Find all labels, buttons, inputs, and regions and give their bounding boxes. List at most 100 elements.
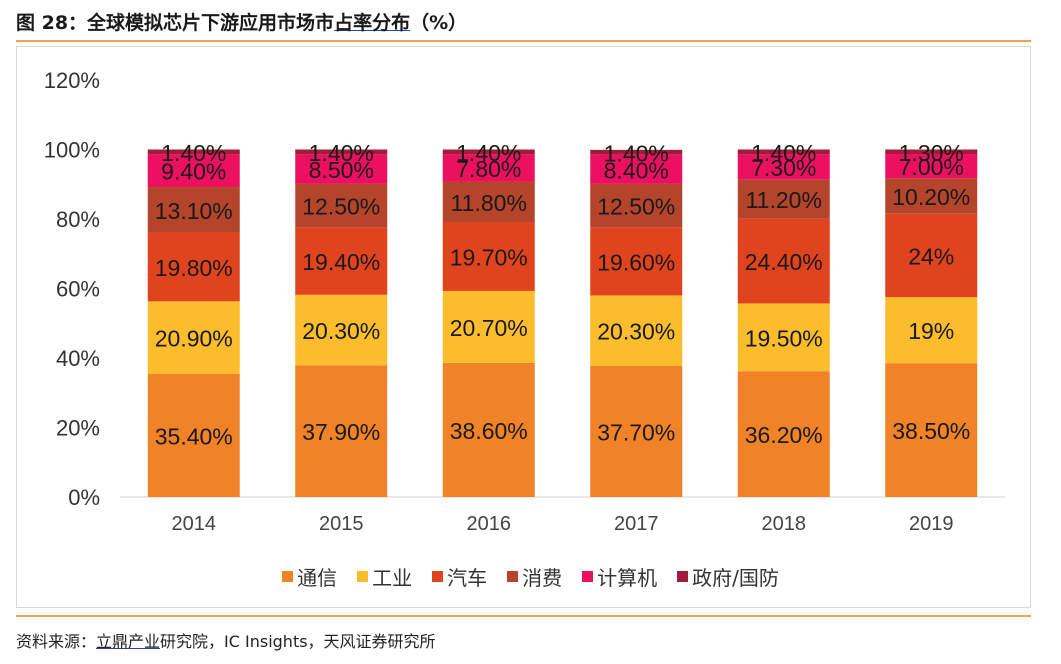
bar-segment[interactable]: [295, 154, 388, 184]
data-label: 12.50%: [597, 194, 675, 220]
bar-segment[interactable]: [590, 183, 683, 228]
legend-item: 汽车: [432, 562, 487, 591]
data-label: 24.40%: [745, 249, 823, 275]
bar-segment[interactable]: [737, 218, 830, 304]
data-label: 9.40%: [161, 159, 226, 185]
bar-segment[interactable]: [295, 149, 388, 155]
data-label: 11.80%: [451, 190, 527, 216]
bar-segment[interactable]: [147, 187, 240, 233]
bar-segment[interactable]: [737, 371, 830, 497]
x-tick-label: 2016: [467, 513, 512, 535]
bar-segment[interactable]: [737, 303, 830, 372]
bar-segment[interactable]: [147, 373, 240, 497]
data-label: 38.50%: [892, 418, 970, 444]
y-tick-label: 80%: [56, 207, 100, 232]
legend-swatch: [432, 571, 444, 582]
data-label: 20.30%: [302, 318, 380, 344]
x-tick-label: 2015: [319, 513, 364, 535]
x-tick-label: 2014: [172, 513, 217, 535]
data-label: 1.30%: [899, 140, 964, 166]
data-label: 37.70%: [597, 419, 675, 445]
data-label: 8.40%: [604, 157, 669, 183]
legend-swatch: [582, 571, 594, 582]
bar-segment[interactable]: [737, 154, 830, 180]
legend-swatch: [282, 571, 294, 582]
legend-label: 计算机: [597, 566, 658, 590]
y-tick-label: 0%: [68, 485, 100, 510]
legend-swatch: [357, 571, 369, 582]
bar-segment[interactable]: [590, 154, 683, 184]
bar-segment[interactable]: [295, 294, 388, 366]
bar-segment[interactable]: [590, 227, 683, 296]
data-label: 37.90%: [302, 419, 380, 445]
bar-segment[interactable]: [147, 301, 240, 374]
data-label: 19%: [908, 318, 954, 344]
bar-segment[interactable]: [295, 365, 388, 497]
y-tick-label: 120%: [44, 68, 100, 93]
legend-label: 通信: [297, 566, 338, 590]
data-label: 1.40%: [161, 140, 226, 166]
data-label: 7.00%: [899, 154, 964, 180]
bar-segment[interactable]: [442, 149, 535, 155]
figure-title-underlined[interactable]: 占率分布: [334, 12, 411, 34]
data-label: 8.50%: [309, 157, 374, 183]
y-tick-label: 100%: [44, 138, 100, 163]
figure-title-prefix: 图 28：全球模拟芯片下游应用市场市: [16, 12, 335, 34]
bar-segment[interactable]: [295, 183, 388, 228]
data-label: 13.10%: [155, 198, 233, 224]
data-label: 20.90%: [155, 326, 233, 352]
data-label: 1.40%: [309, 140, 374, 166]
bar-segment[interactable]: [885, 363, 978, 497]
legend-label: 消费: [522, 566, 563, 590]
data-label: 1.40%: [751, 140, 816, 166]
bar-segment[interactable]: [885, 178, 978, 214]
bottom-divider: [16, 615, 1031, 617]
chart-legend: 通信 工业 汽车 消费 计算机 政府/国防: [0, 562, 1061, 591]
data-label: 10.20%: [892, 184, 970, 210]
y-tick-label: 40%: [56, 346, 100, 371]
bar-segment[interactable]: [885, 154, 978, 179]
y-tick-label: 20%: [56, 416, 100, 441]
x-tick-label: 2017: [614, 513, 659, 535]
data-label: 20.70%: [450, 315, 528, 341]
legend-item: 通信: [282, 562, 337, 591]
source-underlined[interactable]: 立鼎产业: [96, 632, 161, 651]
legend-item: 消费: [507, 562, 562, 591]
data-label: 20.30%: [597, 319, 675, 345]
bar-segment[interactable]: [737, 149, 830, 155]
bar-segment[interactable]: [885, 213, 978, 298]
bar-segment[interactable]: [885, 297, 978, 364]
legend-label: 工业: [372, 566, 413, 590]
legend-swatch: [507, 571, 519, 582]
bar-segment[interactable]: [442, 181, 535, 223]
data-label: 19.50%: [745, 325, 823, 351]
data-label: 19.40%: [302, 249, 380, 275]
data-label: 1.40%: [456, 140, 521, 166]
figure-title: 图 28：全球模拟芯片下游应用市场市占率分布（%）: [16, 8, 467, 35]
legend-swatch: [677, 571, 689, 582]
data-label: 1.40%: [604, 140, 669, 166]
figure-title-suffix: （%）: [410, 12, 468, 34]
bar-segment[interactable]: [442, 290, 535, 363]
data-label: 19.70%: [450, 245, 528, 271]
data-label: 24%: [908, 243, 954, 269]
bar-segment[interactable]: [590, 149, 683, 155]
data-label: 38.60%: [450, 418, 528, 444]
chart-frame: [16, 46, 1031, 608]
legend-item: 工业: [357, 562, 412, 591]
bar-segment[interactable]: [590, 295, 683, 366]
bar-segment[interactable]: [885, 149, 978, 155]
legend-item: 计算机: [582, 562, 657, 591]
data-label: 11.20%: [746, 187, 822, 213]
bar-segment[interactable]: [147, 149, 240, 155]
bar-segment[interactable]: [442, 222, 535, 291]
data-label: 36.20%: [745, 422, 823, 448]
bar-segment[interactable]: [295, 227, 388, 295]
bar-segment[interactable]: [147, 154, 240, 188]
bar-segment[interactable]: [442, 362, 535, 497]
bar-segment[interactable]: [442, 154, 535, 182]
bar-segment[interactable]: [737, 179, 830, 219]
bar-segment[interactable]: [147, 232, 240, 302]
data-label: 35.40%: [155, 423, 233, 449]
bar-segment[interactable]: [590, 365, 683, 497]
